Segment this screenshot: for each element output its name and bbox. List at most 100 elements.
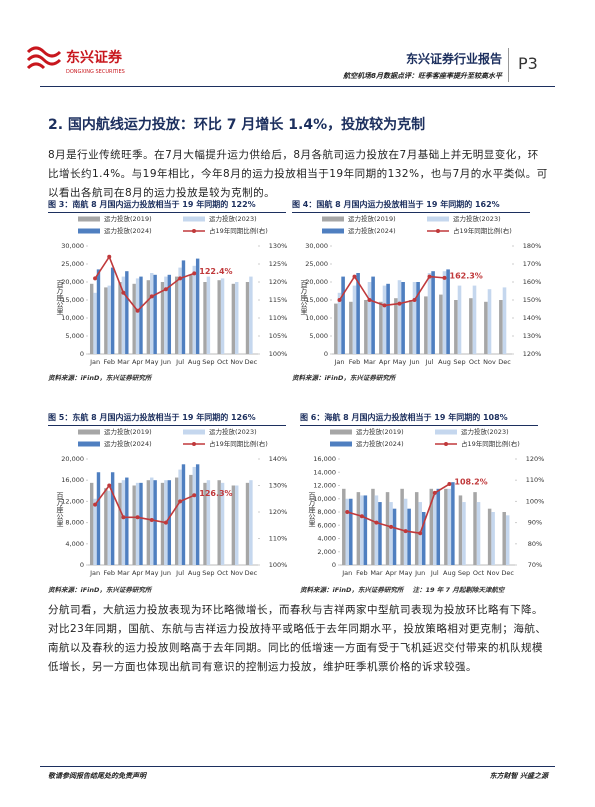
bar xyxy=(249,480,253,565)
y2-tick-label: 80% xyxy=(528,540,542,548)
bar xyxy=(164,276,168,354)
bar xyxy=(444,488,448,565)
y2-tick-label: 140% xyxy=(269,455,288,463)
bar xyxy=(416,282,420,354)
bar xyxy=(429,488,434,565)
legend-swatch xyxy=(330,441,352,447)
point xyxy=(192,271,197,276)
logo-subtext: DONGXING SECURITIES xyxy=(66,69,125,75)
y-tick-label: 20,000 xyxy=(61,278,84,286)
legend-label: 占19年同期比例(右) xyxy=(209,439,268,448)
y2-tick-label: 150% xyxy=(523,296,542,304)
bar xyxy=(110,267,115,354)
bar xyxy=(195,464,200,565)
bar xyxy=(412,282,417,354)
legend-label: 占19年同期比例(右) xyxy=(453,226,512,235)
bar xyxy=(231,283,236,354)
legend-swatch xyxy=(78,228,100,234)
bar xyxy=(457,285,462,354)
bar xyxy=(424,296,428,354)
y2-tick-label: 130% xyxy=(269,242,288,250)
y-tick-label: 25,000 xyxy=(61,260,84,268)
x-tick-label: Apr xyxy=(379,358,391,366)
bar xyxy=(107,285,111,354)
y2-tick-label: 110% xyxy=(269,314,288,322)
bar xyxy=(371,276,375,354)
x-tick-label: Apr xyxy=(385,569,397,577)
y2-tick-label: 90% xyxy=(528,519,542,527)
bar xyxy=(334,303,338,354)
point xyxy=(432,490,437,495)
point xyxy=(352,274,357,279)
y-tick-label: 0 xyxy=(324,350,328,358)
figure-caption: 图 5：东航 8 月国内运力投放相当于 19 年同期的 126% xyxy=(48,412,286,426)
line xyxy=(94,255,195,313)
legend-label: 运力投放(2024) xyxy=(356,439,404,448)
point xyxy=(337,298,342,302)
bar xyxy=(349,498,353,565)
x-tick-label: Feb xyxy=(103,569,115,577)
bar xyxy=(167,480,172,565)
figure-caption: 图 4：国航 8 月国内运力投放相当于 19 年同期的 162% xyxy=(292,199,530,213)
x-tick-label: May xyxy=(145,569,159,577)
bar xyxy=(104,287,108,354)
bar xyxy=(96,269,101,354)
bar xyxy=(389,502,393,565)
point xyxy=(93,276,98,281)
bar xyxy=(174,477,179,565)
y-tick-label: 30,000 xyxy=(305,242,328,250)
bar xyxy=(472,285,477,354)
x-tick-label: Jun xyxy=(160,358,171,366)
point xyxy=(447,482,452,487)
x-tick-label: Nov xyxy=(487,569,500,577)
bar xyxy=(189,474,193,565)
legend-swatch xyxy=(183,429,205,435)
point xyxy=(345,510,350,514)
legend-label: 运力投放(2023) xyxy=(461,427,509,436)
point xyxy=(149,294,154,299)
bar xyxy=(360,495,364,565)
bar xyxy=(107,490,111,565)
y-tick-label: 15,000 xyxy=(305,296,328,304)
y2-tick-label: 120% xyxy=(269,278,288,286)
figure-source: 资料来源：iFinD，东兴证券研究所 xyxy=(48,586,152,594)
x-tick-label: Feb xyxy=(356,569,368,577)
bar xyxy=(110,472,115,565)
bar xyxy=(217,480,221,565)
y2-tick-label: 125% xyxy=(269,260,288,268)
y2-tick-label: 115% xyxy=(269,296,288,304)
bar xyxy=(203,282,207,354)
bar xyxy=(491,512,495,565)
legend-swatch xyxy=(427,216,449,222)
bar xyxy=(132,485,136,565)
point xyxy=(163,520,168,525)
bar xyxy=(206,276,211,354)
bar xyxy=(367,282,372,354)
x-tick-label: Oct xyxy=(469,358,481,366)
chart: 0 5,000 10,000 15,000 20,000 25,000 30,000 120%… xyxy=(300,214,542,366)
bar xyxy=(421,512,426,565)
x-tick-label: Aug xyxy=(438,358,451,366)
bar xyxy=(89,482,94,565)
bar xyxy=(431,271,435,354)
bar xyxy=(446,269,450,354)
report-subtitle: 航空机场8月数据点评：旺季客座率提升至较高水平 xyxy=(343,72,502,80)
legend-swatch xyxy=(322,216,344,222)
bar xyxy=(178,469,182,565)
x-tick-label: Sep xyxy=(458,569,470,577)
y2-tick-label: 100% xyxy=(269,350,288,358)
figure-source: 资料来源：iFinD，东兴证券研究所 注：19 年 7 月起剔除天津航空 xyxy=(300,586,505,594)
y-axis-label: 百万座公里 xyxy=(56,280,64,315)
bar xyxy=(487,289,492,354)
x-tick-label: Sep xyxy=(202,358,214,366)
bar xyxy=(93,498,97,565)
page-number: P3 xyxy=(518,54,538,73)
x-tick-label: Sep xyxy=(453,358,465,366)
bar xyxy=(392,508,397,565)
y-tick-label: 4,000 xyxy=(317,535,336,543)
y-tick-label: 0 xyxy=(80,350,84,358)
x-tick-label: Jul xyxy=(175,569,184,577)
y-tick-label: 10,000 xyxy=(313,495,336,503)
bar xyxy=(356,492,361,565)
